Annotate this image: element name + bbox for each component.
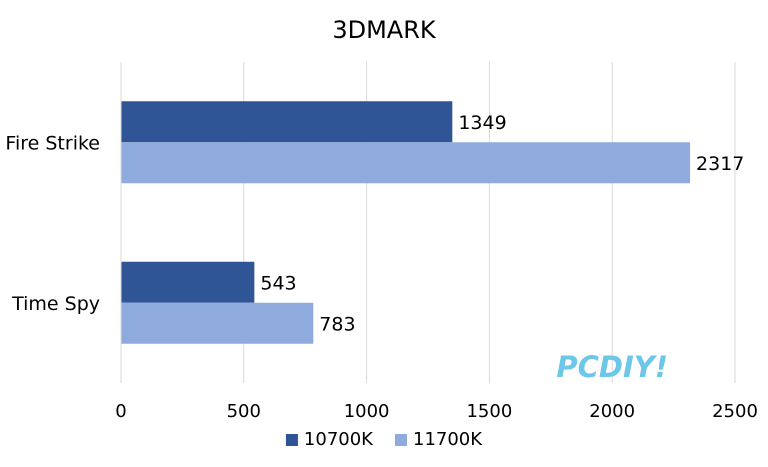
bar-11700K-fire-strike	[121, 142, 691, 184]
category-label: Time Spy	[11, 293, 100, 315]
category-label: Fire Strike	[5, 132, 100, 154]
x-tick-label: 1000	[344, 401, 390, 422]
data-label: 543	[260, 272, 296, 294]
legend-label: 11700K	[413, 429, 483, 450]
legend-swatch	[395, 434, 407, 446]
data-label: 783	[319, 313, 355, 335]
data-label: 2317	[696, 153, 744, 175]
bar-10700K-time-spy	[121, 261, 255, 303]
x-tick-label: 0	[115, 401, 126, 422]
x-tick-label: 2000	[589, 401, 635, 422]
legend-item: 11700K	[395, 429, 483, 450]
labels: 0 500 1000 1500 2000 2500 1349 2317 Fire Strike 5…	[5, 112, 757, 422]
bar-11700K-time-spy	[121, 302, 314, 344]
legend-swatch	[285, 434, 298, 446]
bars	[121, 101, 691, 344]
data-label: 1349	[458, 112, 506, 134]
x-tick-label: 1500	[466, 401, 512, 422]
chart-title: 3DMARK	[332, 16, 437, 44]
legend: 10700K 11700K	[285, 429, 483, 450]
x-tick-label: 500	[227, 401, 261, 422]
watermark-logo: PCDIY!	[556, 350, 668, 384]
bar-10700K-fire-strike	[121, 101, 453, 143]
legend-label: 10700K	[304, 429, 374, 450]
x-tick-label: 2500	[712, 401, 758, 422]
legend-item: 10700K	[285, 429, 374, 450]
